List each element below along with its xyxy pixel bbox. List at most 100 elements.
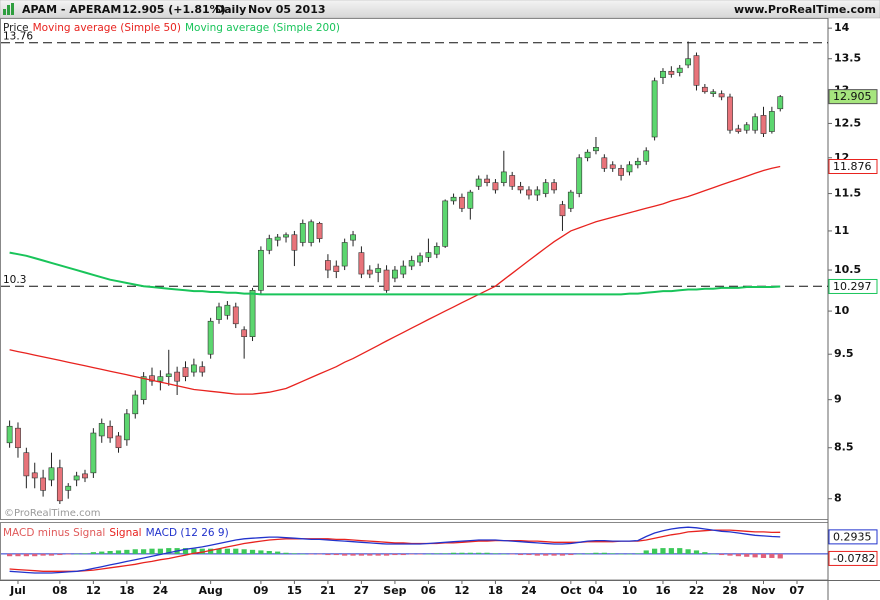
- candle-body: [165, 373, 172, 377]
- histogram-bar: [182, 548, 189, 554]
- histogram-bar: [90, 552, 96, 554]
- candle-body: [752, 116, 759, 131]
- histogram-bar: [141, 549, 147, 554]
- histogram-bar: [660, 548, 666, 554]
- candle-body: [56, 467, 63, 502]
- histogram-bar: [568, 553, 574, 556]
- candle-body: [467, 191, 474, 209]
- candle-body: [174, 371, 181, 382]
- candle-body: [567, 191, 574, 209]
- candle-body: [517, 185, 524, 191]
- candle-body: [216, 306, 222, 320]
- x-tick-label: 12: [454, 584, 469, 597]
- x-tick-label: Oct: [560, 584, 581, 597]
- histogram-bar: [526, 553, 532, 556]
- histogram-bar: [417, 553, 423, 555]
- histogram-bar: [777, 553, 783, 559]
- quote: 12.905 (+1.81%): [122, 3, 226, 16]
- histogram-bar: [358, 553, 365, 556]
- histogram-bar: [375, 553, 381, 556]
- series-line: [9, 526, 781, 574]
- candle-body: [408, 260, 415, 267]
- histogram-bar: [543, 553, 549, 556]
- candle-body: [140, 376, 147, 400]
- candle-body: [299, 223, 306, 243]
- last-value-label: 0.2935: [833, 530, 872, 543]
- candle-body: [643, 150, 650, 162]
- y-tick-label: 10: [834, 304, 850, 317]
- candle-body: [492, 182, 499, 191]
- candle-body: [417, 255, 423, 263]
- x-tick-label: 24: [521, 584, 537, 597]
- candle-body: [274, 236, 281, 241]
- candle-body: [266, 238, 273, 251]
- app-icon: [3, 3, 14, 15]
- candle-body: [685, 58, 692, 66]
- histogram-bar: [157, 548, 163, 554]
- histogram-bar: [249, 549, 256, 554]
- histogram-bar: [166, 548, 172, 554]
- histogram-bar: [702, 552, 708, 554]
- histogram-bar: [551, 553, 557, 556]
- candle-body: [123, 413, 130, 441]
- candle-body: [383, 269, 390, 291]
- candle-body: [157, 376, 164, 382]
- histogram-bar: [65, 553, 71, 555]
- candle-body: [190, 364, 197, 373]
- histogram-bar: [350, 553, 356, 556]
- last-value-label: 11.876: [833, 160, 872, 173]
- candle-body: [727, 96, 733, 131]
- x-tick-label: 16: [655, 584, 671, 597]
- candle-body: [224, 304, 231, 316]
- x-tick-label: 10: [622, 584, 638, 597]
- histogram-bar: [115, 550, 122, 554]
- histogram-bar: [333, 553, 339, 556]
- y-tick-label: 14: [834, 21, 850, 34]
- legend-entry: MACD minus Signal: [3, 527, 105, 539]
- x-tick-label: Nov: [752, 584, 777, 597]
- last-value-box: [828, 89, 878, 105]
- candle-body: [526, 189, 532, 196]
- candle-body: [735, 128, 742, 132]
- histogram-bar: [434, 553, 440, 554]
- x-tick-label: 15: [287, 584, 302, 597]
- histogram-bar: [501, 553, 507, 555]
- y-tick-label: 12.5: [834, 116, 861, 129]
- candle-body: [325, 260, 331, 271]
- candle-body: [6, 425, 13, 444]
- x-tick-label: 27: [354, 584, 369, 597]
- candle-body: [308, 221, 315, 243]
- histogram-bar: [459, 552, 465, 554]
- histogram-bar: [610, 553, 616, 554]
- x-tick-label: 12: [86, 584, 101, 597]
- candle-body: [618, 168, 624, 176]
- candle-body: [115, 435, 122, 449]
- candle-body: [350, 234, 356, 241]
- candle-body: [760, 115, 767, 134]
- candle-body: [459, 196, 465, 209]
- candle-body: [207, 320, 214, 355]
- candle-body: [601, 157, 608, 169]
- histogram-bar: [618, 553, 624, 555]
- histogram-bar: [283, 552, 289, 554]
- x-tick-label: 18: [119, 584, 134, 597]
- histogram-bar: [760, 553, 767, 558]
- histogram-bar: [316, 553, 323, 555]
- watermark: ©ProRealTime.com: [4, 508, 100, 519]
- legend-entry: Moving average (Simple 50): [33, 22, 181, 34]
- candle-body: [743, 124, 750, 131]
- legend-entry: Signal: [109, 527, 141, 539]
- histogram-bar: [484, 552, 490, 554]
- y-tick-label: 13.5: [834, 52, 861, 65]
- x-tick-label: 04: [588, 584, 604, 597]
- candle-body: [375, 268, 382, 273]
- candle-body: [576, 157, 583, 194]
- histogram-bar: [258, 550, 264, 554]
- candle-body: [283, 234, 289, 238]
- histogram-bar: [208, 548, 214, 554]
- series-line: [9, 529, 781, 572]
- candle-body: [40, 477, 47, 491]
- histogram-bar: [643, 550, 649, 554]
- candle-body: [182, 367, 189, 377]
- candle-body: [400, 265, 407, 275]
